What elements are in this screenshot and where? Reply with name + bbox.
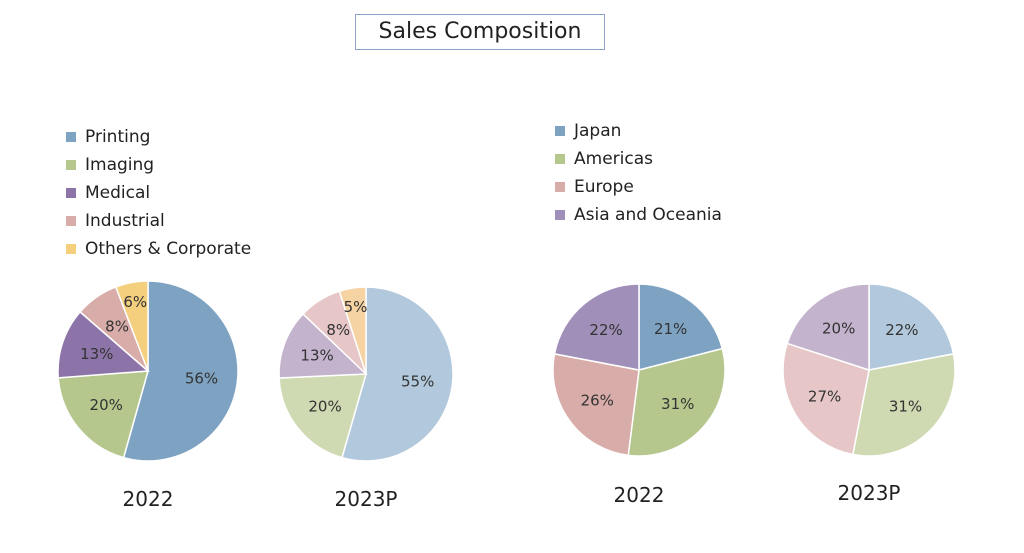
slice-label: 13%	[80, 345, 113, 363]
legend-swatch	[555, 154, 565, 164]
legend-item: Japan	[555, 117, 722, 145]
slice-label: 22%	[885, 321, 918, 339]
pie-slice	[638, 283, 724, 371]
slice-label: 8%	[326, 321, 350, 339]
legend-item: Medical	[66, 179, 251, 207]
pie-slice	[57, 310, 150, 379]
pie-slice	[627, 347, 726, 457]
legend-swatch	[66, 132, 76, 142]
slice-label: 20%	[90, 396, 123, 414]
pie-slice	[114, 280, 149, 372]
legend-label: Asia and Oceania	[574, 205, 722, 225]
pie-year-label: 2022	[123, 487, 174, 511]
legend-label: Imaging	[85, 155, 155, 175]
pie-slice	[122, 280, 239, 462]
legend-swatch	[66, 244, 76, 254]
legend-item: Industrial	[66, 207, 251, 235]
legend-label: Printing	[85, 127, 151, 147]
slice-label: 27%	[808, 387, 841, 405]
pie-slice	[57, 370, 150, 459]
legend-label: Others & Corporate	[85, 239, 252, 259]
legend-segments: Printing Imaging Medical Industrial Others &…	[66, 123, 251, 263]
legend-regions: Japan Americas Europe Asia and Oceania	[555, 117, 722, 229]
slice-label: 31%	[889, 397, 922, 415]
legend-item: Printing	[66, 123, 251, 151]
legend-swatch	[66, 216, 76, 226]
pie-slice	[278, 373, 368, 459]
pie-slice	[553, 283, 640, 371]
legend-swatch	[555, 210, 565, 220]
legend-label: Europe	[574, 177, 634, 197]
pie-slice	[868, 283, 955, 371]
slice-label: 21%	[654, 320, 687, 338]
slice-label: 6%	[123, 293, 147, 311]
legend-item: Asia and Oceania	[555, 201, 722, 229]
legend-item: Others & Corporate	[66, 235, 251, 263]
pie-slice	[786, 283, 870, 372]
slice-label: 22%	[589, 321, 622, 339]
slice-label: 55%	[401, 372, 434, 390]
pie-year-label: 2022	[614, 483, 665, 507]
legend-item: Americas	[555, 145, 722, 173]
pie-slice	[782, 342, 870, 456]
pie-slice	[341, 286, 454, 462]
legend-swatch	[66, 188, 76, 198]
chart-title: Sales Composition	[355, 14, 605, 50]
pie-year-label: 2023P	[838, 481, 901, 505]
slice-label: 8%	[105, 318, 129, 336]
legend-label: Medical	[85, 183, 151, 203]
legend-swatch	[555, 182, 565, 192]
legend-swatch	[555, 126, 565, 136]
slice-label: 56%	[185, 369, 218, 387]
slice-label: 13%	[300, 347, 333, 365]
legend-item: Imaging	[66, 151, 251, 179]
pie-year-label: 2023P	[335, 487, 398, 511]
legend-label: Americas	[574, 149, 653, 169]
pie-slice	[852, 353, 956, 457]
slice-label: 5%	[344, 298, 368, 316]
slice-label: 26%	[581, 391, 614, 409]
legend-item: Europe	[555, 173, 722, 201]
legend-swatch	[66, 160, 76, 170]
slice-label: 20%	[308, 397, 341, 415]
pie-slice	[278, 312, 368, 379]
slice-label: 31%	[661, 395, 694, 413]
slice-label: 20%	[822, 319, 855, 337]
legend-label: Industrial	[85, 211, 165, 231]
legend-label: Japan	[574, 121, 622, 141]
pie-slice	[552, 353, 640, 457]
pie-slice	[338, 286, 367, 375]
